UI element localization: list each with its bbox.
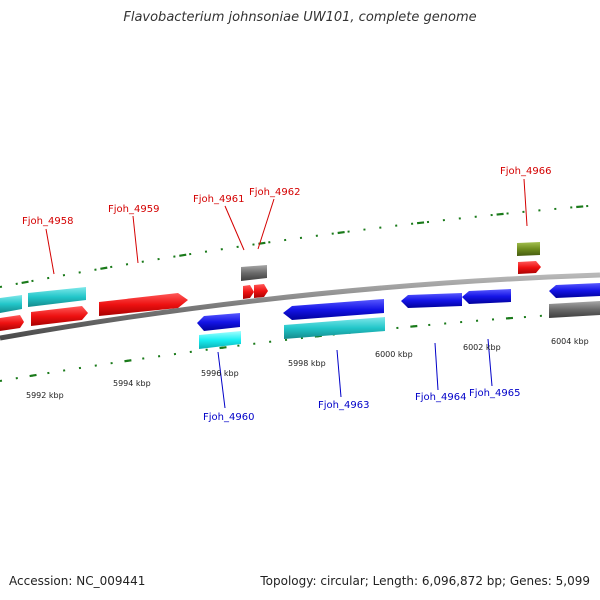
gene-label-fjoh-4964: Fjoh_4964 [415,392,466,403]
reverse-gray-feature [549,301,600,318]
kbp-label-5996: 5996 kbp [201,369,239,378]
reverse-blue-feature-5 [549,283,600,298]
leader-fjoh-4966 [523,178,528,227]
accession-text: Accession: NC_009441 [9,574,146,588]
kbp-label-5998: 5998 kbp [288,359,326,368]
forward-gray-feature-1 [241,265,267,281]
gene-label-fjoh-4961: Fjoh_4961 [193,194,244,205]
forward-red-feature-2 [31,306,88,326]
leader-fjoh-4960 [217,351,226,409]
genome-backbone [0,272,600,341]
forward-red-feature-3 [99,293,188,316]
kbp-label-6004: 6004 kbp [551,337,589,346]
leader-fjoh-4965 [487,338,493,387]
reverse-blue-feature-2 [283,299,384,320]
reverse-cyan-feature-2 [284,317,385,339]
forward-olive-feature [517,242,540,256]
gene-label-fjoh-4962: Fjoh_4962 [249,187,300,198]
forward-major-ticks [0,203,600,289]
forward-cyan-feature-2 [28,287,86,307]
reverse-blue-feature-3 [401,293,462,308]
gene-label-fjoh-4966: Fjoh_4966 [500,166,551,177]
forward-red-feature-6 [518,261,541,274]
kbp-label-5994: 5994 kbp [113,379,151,388]
kbp-label-5992: 5992 kbp [26,391,64,400]
topology-text: Topology: circular; Length: 6,096,872 bp… [260,574,590,588]
leader-fjoh-4962 [257,198,275,250]
map-title: Flavobacterium johnsoniae UW101, complet… [123,10,477,25]
forward-red-feature-4 [243,285,254,299]
leader-fjoh-4964 [434,342,439,391]
leader-fjoh-4961 [224,205,245,251]
gene-label-fjoh-4959: Fjoh_4959 [108,204,159,215]
leader-fjoh-4958 [45,228,55,275]
kbp-label-6002: 6002 kbp [463,343,501,352]
leader-fjoh-4963 [336,349,342,398]
reverse-blue-feature-4 [462,289,511,304]
forward-cyan-feature-1 [0,295,22,313]
reverse-cyan-feature-1 [199,331,241,349]
forward-tick-ring [0,204,600,288]
forward-red-feature-1 [0,315,24,331]
gene-label-fjoh-4965: Fjoh_4965 [469,388,520,399]
leader-fjoh-4959 [132,215,139,264]
gene-label-fjoh-4958: Fjoh_4958 [22,216,73,227]
reverse-blue-feature-1 [197,313,240,331]
gene-label-fjoh-4960: Fjoh_4960 [203,412,254,423]
gene-label-fjoh-4963: Fjoh_4963 [318,400,369,411]
forward-red-feature-5 [254,284,268,298]
kbp-label-6000: 6000 kbp [375,350,413,359]
